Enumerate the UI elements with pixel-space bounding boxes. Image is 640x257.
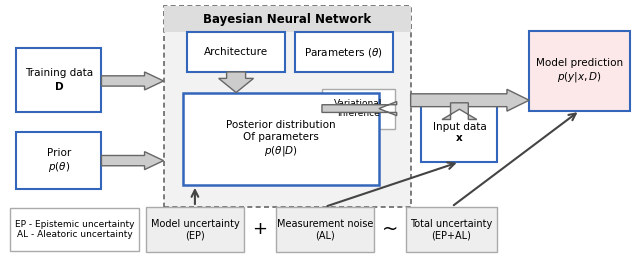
- FancyBboxPatch shape: [164, 6, 411, 207]
- Text: EP - Epistemic uncertainty
AL - Aleatoric uncertainty: EP - Epistemic uncertainty AL - Aleatori…: [15, 220, 134, 239]
- Text: Model uncertainty
(EP): Model uncertainty (EP): [150, 218, 239, 240]
- Text: Model prediction
$p(y|x,D)$: Model prediction $p(y|x,D)$: [536, 58, 623, 84]
- FancyBboxPatch shape: [187, 32, 285, 72]
- FancyBboxPatch shape: [10, 208, 140, 251]
- Text: Total uncertainty
(EP+AL): Total uncertainty (EP+AL): [410, 218, 493, 240]
- Text: Prior
$p(\theta)$: Prior $p(\theta)$: [47, 148, 71, 174]
- Text: Architecture: Architecture: [204, 47, 268, 57]
- Polygon shape: [411, 89, 529, 111]
- Text: Training data
$\mathbf{D}$: Training data $\mathbf{D}$: [24, 68, 93, 92]
- Text: Parameters ($\theta$): Parameters ($\theta$): [305, 45, 383, 59]
- Polygon shape: [102, 72, 164, 90]
- FancyBboxPatch shape: [294, 32, 393, 72]
- FancyBboxPatch shape: [322, 89, 395, 128]
- FancyBboxPatch shape: [276, 207, 374, 252]
- Text: Bayesian Neural Network: Bayesian Neural Network: [203, 13, 371, 26]
- Text: Posterior distribution
Of parameters
$p(\theta|D)$: Posterior distribution Of parameters $p(…: [226, 120, 335, 158]
- FancyBboxPatch shape: [421, 103, 497, 162]
- Text: ~: ~: [381, 220, 398, 239]
- Text: Variational
inference: Variational inference: [334, 99, 383, 118]
- Text: +: +: [252, 220, 268, 238]
- Polygon shape: [219, 72, 253, 93]
- Polygon shape: [322, 102, 397, 116]
- FancyBboxPatch shape: [529, 31, 630, 111]
- FancyBboxPatch shape: [182, 93, 379, 185]
- Polygon shape: [102, 152, 164, 170]
- FancyBboxPatch shape: [164, 6, 411, 32]
- FancyBboxPatch shape: [16, 132, 102, 189]
- FancyBboxPatch shape: [406, 207, 497, 252]
- FancyBboxPatch shape: [16, 48, 102, 112]
- Text: Input data
$\mathbf{x}$: Input data $\mathbf{x}$: [433, 122, 486, 143]
- Text: Measurement noise
(AL): Measurement noise (AL): [276, 218, 373, 240]
- FancyBboxPatch shape: [146, 207, 244, 252]
- Polygon shape: [442, 103, 477, 120]
